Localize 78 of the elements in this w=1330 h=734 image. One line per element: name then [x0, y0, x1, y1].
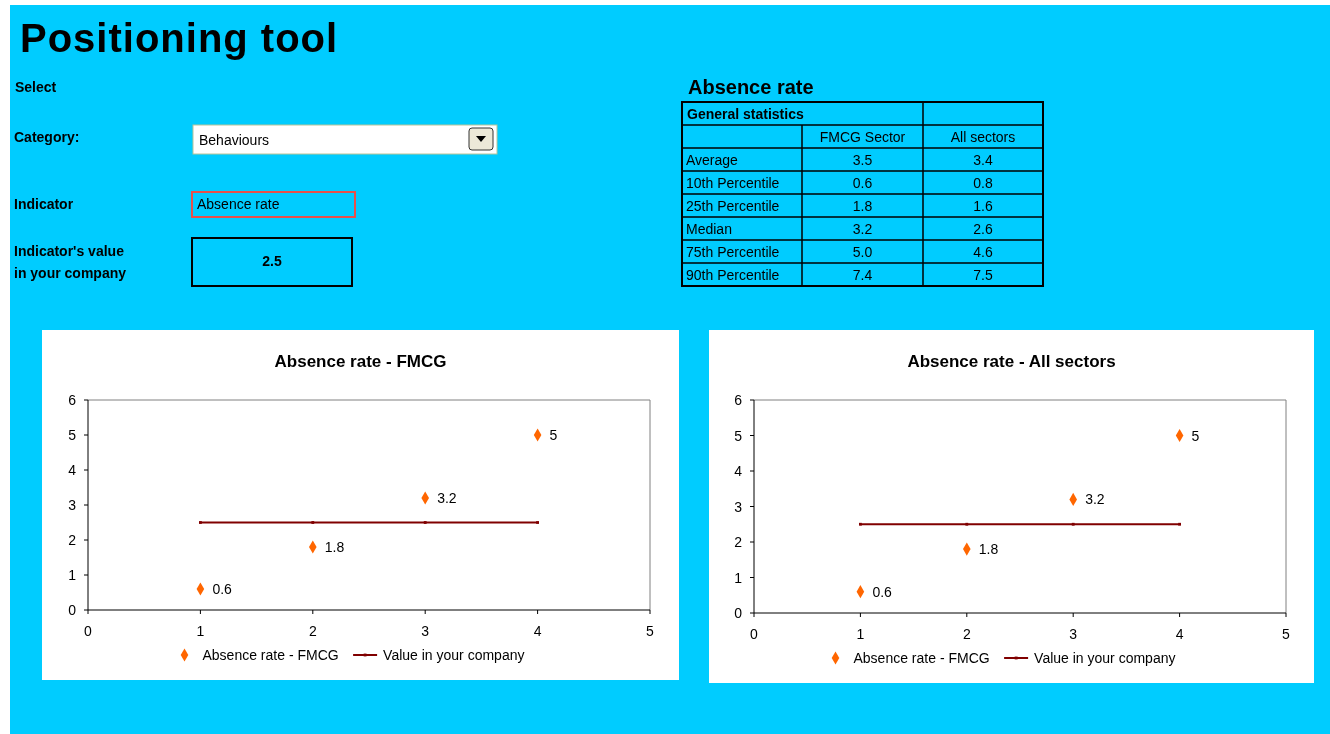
data-label: 5: [1191, 427, 1200, 444]
point: [311, 521, 315, 524]
category-label: Median: [686, 221, 732, 237]
legend-label: Value in your company: [1034, 650, 1176, 666]
x-tick-label: 5: [1282, 626, 1291, 642]
x-tick-label: 1: [856, 626, 865, 642]
point: [536, 521, 540, 524]
x-tick-label: 0: [750, 626, 759, 642]
data-label: 3.2: [1085, 491, 1105, 508]
text: 4.6: [973, 244, 993, 260]
data-label: 1.8: [324, 539, 345, 555]
y-tick-label: 5: [68, 427, 77, 443]
chart-title: Absence rate - All sectors: [907, 352, 1116, 371]
data-label: 0.6: [212, 581, 233, 597]
text: 1.6: [973, 198, 993, 214]
category-label: FMCG Sector: [819, 129, 906, 145]
data-label: 0.6: [872, 583, 893, 600]
text: Behaviours: [199, 132, 270, 148]
text: Absence rate: [688, 76, 814, 98]
x-tick-label: 0: [84, 623, 93, 639]
text: 7.5: [973, 267, 993, 283]
text: Select: [15, 79, 57, 95]
point: [1071, 522, 1075, 526]
text: 7.4: [852, 267, 873, 283]
point: [965, 522, 969, 526]
x-tick-label: 5: [646, 623, 655, 639]
y-tick-label: 2: [68, 532, 77, 548]
text: 0.8: [973, 175, 993, 191]
point: [1178, 522, 1182, 526]
x-tick-label: 4: [1175, 626, 1184, 642]
text: Category:: [14, 129, 80, 145]
text: 2.6: [973, 221, 993, 237]
data-label: 1.8: [978, 541, 999, 558]
x-tick-label: 3: [421, 623, 430, 639]
text: General statistics: [687, 106, 804, 122]
text: Indicator: [14, 196, 74, 212]
text: 0.6: [852, 175, 873, 191]
data-label: 5: [549, 427, 558, 443]
y-tick-label: 6: [734, 392, 743, 408]
legend-label: Value in your company: [383, 647, 525, 663]
text: 1.8: [852, 198, 873, 214]
x-tick-label: 1: [196, 623, 205, 639]
y-tick-label: 0: [734, 605, 743, 621]
y-tick-label: 1: [68, 567, 77, 583]
point: [423, 521, 427, 524]
x-tick-label: 4: [533, 623, 542, 639]
y-tick-label: 3: [68, 497, 77, 513]
text: 3.4: [973, 152, 993, 168]
x-tick-label: 2: [308, 623, 317, 639]
point: [858, 522, 862, 526]
y-tick-label: 6: [68, 392, 77, 408]
category-label: Average: [686, 152, 738, 168]
category-label: 75th Percentile: [686, 244, 780, 260]
y-tick-label: 4: [734, 463, 743, 479]
y-tick-label: 0: [68, 602, 77, 618]
legend-label: Absence rate - FMCG: [202, 647, 339, 663]
x-tick-label: 2: [962, 626, 971, 642]
text: Absence rate: [197, 196, 280, 212]
text: Indicator's value in your company: [14, 243, 127, 281]
chart-title: Absence rate - FMCG: [274, 352, 447, 371]
data-label: 3.2: [437, 490, 457, 506]
category-label: 10th Percentile: [686, 175, 780, 191]
text: 3.2: [852, 221, 873, 237]
y-tick-label: 4: [68, 462, 77, 478]
category-label: 90th Percentile: [686, 267, 780, 283]
y-tick-label: 2: [734, 534, 743, 550]
text: 5.0: [852, 244, 873, 260]
y-tick-label: 5: [734, 427, 743, 444]
category-label: All sectors: [950, 129, 1016, 145]
x-tick-label: 3: [1069, 626, 1078, 642]
y-tick-label: 3: [734, 498, 743, 515]
legend-label: Absence rate - FMCG: [853, 650, 990, 666]
text: 3.5: [852, 152, 873, 168]
category-label: 25th Percentile: [686, 198, 780, 214]
text: 2.5: [262, 253, 282, 269]
text: Positioning tool: [20, 16, 339, 60]
point: [198, 521, 202, 524]
y-tick-label: 1: [734, 569, 743, 586]
